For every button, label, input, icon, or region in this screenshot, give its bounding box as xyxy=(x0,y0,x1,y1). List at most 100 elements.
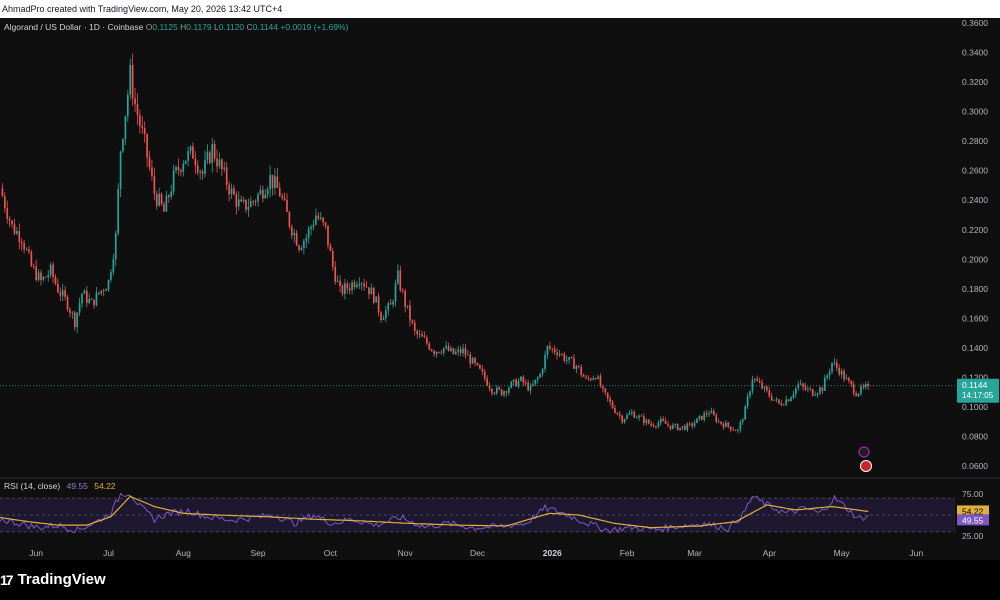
candle-body xyxy=(102,290,105,292)
candle-body xyxy=(126,94,129,116)
candle-body xyxy=(481,368,484,372)
rsi-ma-badge xyxy=(957,505,989,517)
candle-body xyxy=(315,215,317,225)
candle-body xyxy=(237,199,240,207)
candle-body xyxy=(206,152,209,160)
candle-body xyxy=(495,387,498,394)
candle-body xyxy=(329,245,332,252)
candle-body xyxy=(286,199,288,212)
candle-body xyxy=(406,305,409,307)
candle-body xyxy=(517,380,520,387)
candle-body xyxy=(679,427,681,431)
candle-body xyxy=(346,283,349,289)
candle-body xyxy=(54,277,57,284)
candle-body xyxy=(549,345,551,349)
candle-body xyxy=(828,371,831,376)
candle-body xyxy=(148,157,151,168)
candle-body xyxy=(151,167,153,176)
candle-body xyxy=(438,351,440,353)
time-tick-label: Oct xyxy=(324,548,338,558)
close-label: C xyxy=(246,22,253,32)
candle-body xyxy=(821,387,824,391)
candle-body xyxy=(44,276,47,278)
candle-body xyxy=(88,299,91,303)
candle-body xyxy=(124,115,127,139)
price-tick-label: 0.1200 xyxy=(962,373,988,383)
event-lightning-icon xyxy=(858,446,870,458)
close-value: 0.1144 xyxy=(252,22,279,32)
candle-body xyxy=(864,383,867,388)
candle-body xyxy=(175,166,177,171)
time-tick-label: Jul xyxy=(103,548,114,558)
chart-area[interactable] xyxy=(0,18,1000,560)
candle-body xyxy=(792,394,795,398)
candle-body xyxy=(218,159,221,167)
candle-body xyxy=(515,379,517,387)
candle-body xyxy=(167,195,170,198)
candle-body xyxy=(401,290,404,292)
time-tick-label: Jun xyxy=(910,548,924,558)
candle-body xyxy=(394,283,397,302)
candle-body xyxy=(110,272,112,280)
candle-body xyxy=(565,360,568,361)
candle-body xyxy=(177,166,180,171)
candle-body xyxy=(216,158,218,167)
candle-body xyxy=(505,391,508,393)
candle-body xyxy=(445,345,447,348)
candle-body xyxy=(98,292,100,294)
candle-body xyxy=(64,290,66,297)
candle-body xyxy=(100,290,103,294)
candle-body xyxy=(512,379,515,382)
candle-body xyxy=(659,418,662,423)
candle-body xyxy=(816,393,819,395)
candle-body xyxy=(13,224,16,234)
candle-body xyxy=(249,201,252,207)
candle-body xyxy=(638,415,640,418)
candle-body xyxy=(271,174,274,188)
symbol-name[interactable]: Algorand / US Dollar · 1D · Coinbase xyxy=(4,22,144,32)
candle-body xyxy=(712,411,715,415)
candle-body xyxy=(483,371,486,379)
candle-body xyxy=(20,241,23,244)
candle-body xyxy=(122,138,124,152)
candle-body xyxy=(539,373,542,378)
tradingview-brand[interactable]: 17 TradingView xyxy=(0,560,106,600)
price-legend: Algorand / US Dollar · 1D · Coinbase O0.… xyxy=(4,22,348,32)
candle-body xyxy=(348,288,351,291)
candle-body xyxy=(85,290,88,303)
rsi-name[interactable]: RSI (14, close) xyxy=(4,481,61,491)
candle-body xyxy=(488,385,491,389)
candle-body xyxy=(385,310,387,319)
time-tick-label: Jun xyxy=(29,548,43,558)
candle-body xyxy=(319,217,322,219)
candle-body xyxy=(838,367,841,375)
candle-body xyxy=(160,193,163,205)
candle-body xyxy=(655,426,657,428)
candle-body xyxy=(252,201,255,202)
candle-body xyxy=(259,189,262,195)
candle-body xyxy=(281,196,284,198)
candle-body xyxy=(635,417,638,419)
candle-body xyxy=(558,354,561,355)
candle-body xyxy=(25,249,28,251)
candle-body xyxy=(134,98,136,105)
candle-body xyxy=(57,283,59,293)
time-tick-label: Feb xyxy=(620,548,635,558)
candle-body xyxy=(435,351,438,355)
candle-body xyxy=(28,249,30,253)
candle-body xyxy=(423,336,426,338)
candle-body xyxy=(310,226,312,229)
rsi-tick-label: 75.00 xyxy=(962,489,984,499)
candle-body xyxy=(845,378,848,380)
candle-body xyxy=(657,422,660,427)
candle-body xyxy=(336,280,339,282)
candle-body xyxy=(221,159,223,170)
event-flag-icon xyxy=(860,460,872,472)
candle-body xyxy=(848,378,850,381)
candle-body xyxy=(129,64,132,95)
candle-body xyxy=(344,283,346,294)
candle-body xyxy=(611,401,614,409)
price-tick-label: 0.3600 xyxy=(962,18,988,28)
candle-body xyxy=(327,225,329,246)
